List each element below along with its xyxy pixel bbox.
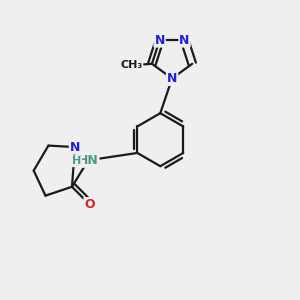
- Text: N: N: [167, 72, 177, 85]
- Text: N: N: [179, 34, 190, 46]
- Text: HN: HN: [78, 154, 98, 167]
- Text: H: H: [72, 156, 81, 166]
- Text: O: O: [84, 198, 95, 211]
- Text: N: N: [70, 141, 80, 154]
- Text: N: N: [154, 34, 165, 46]
- Text: CH₃: CH₃: [120, 60, 142, 70]
